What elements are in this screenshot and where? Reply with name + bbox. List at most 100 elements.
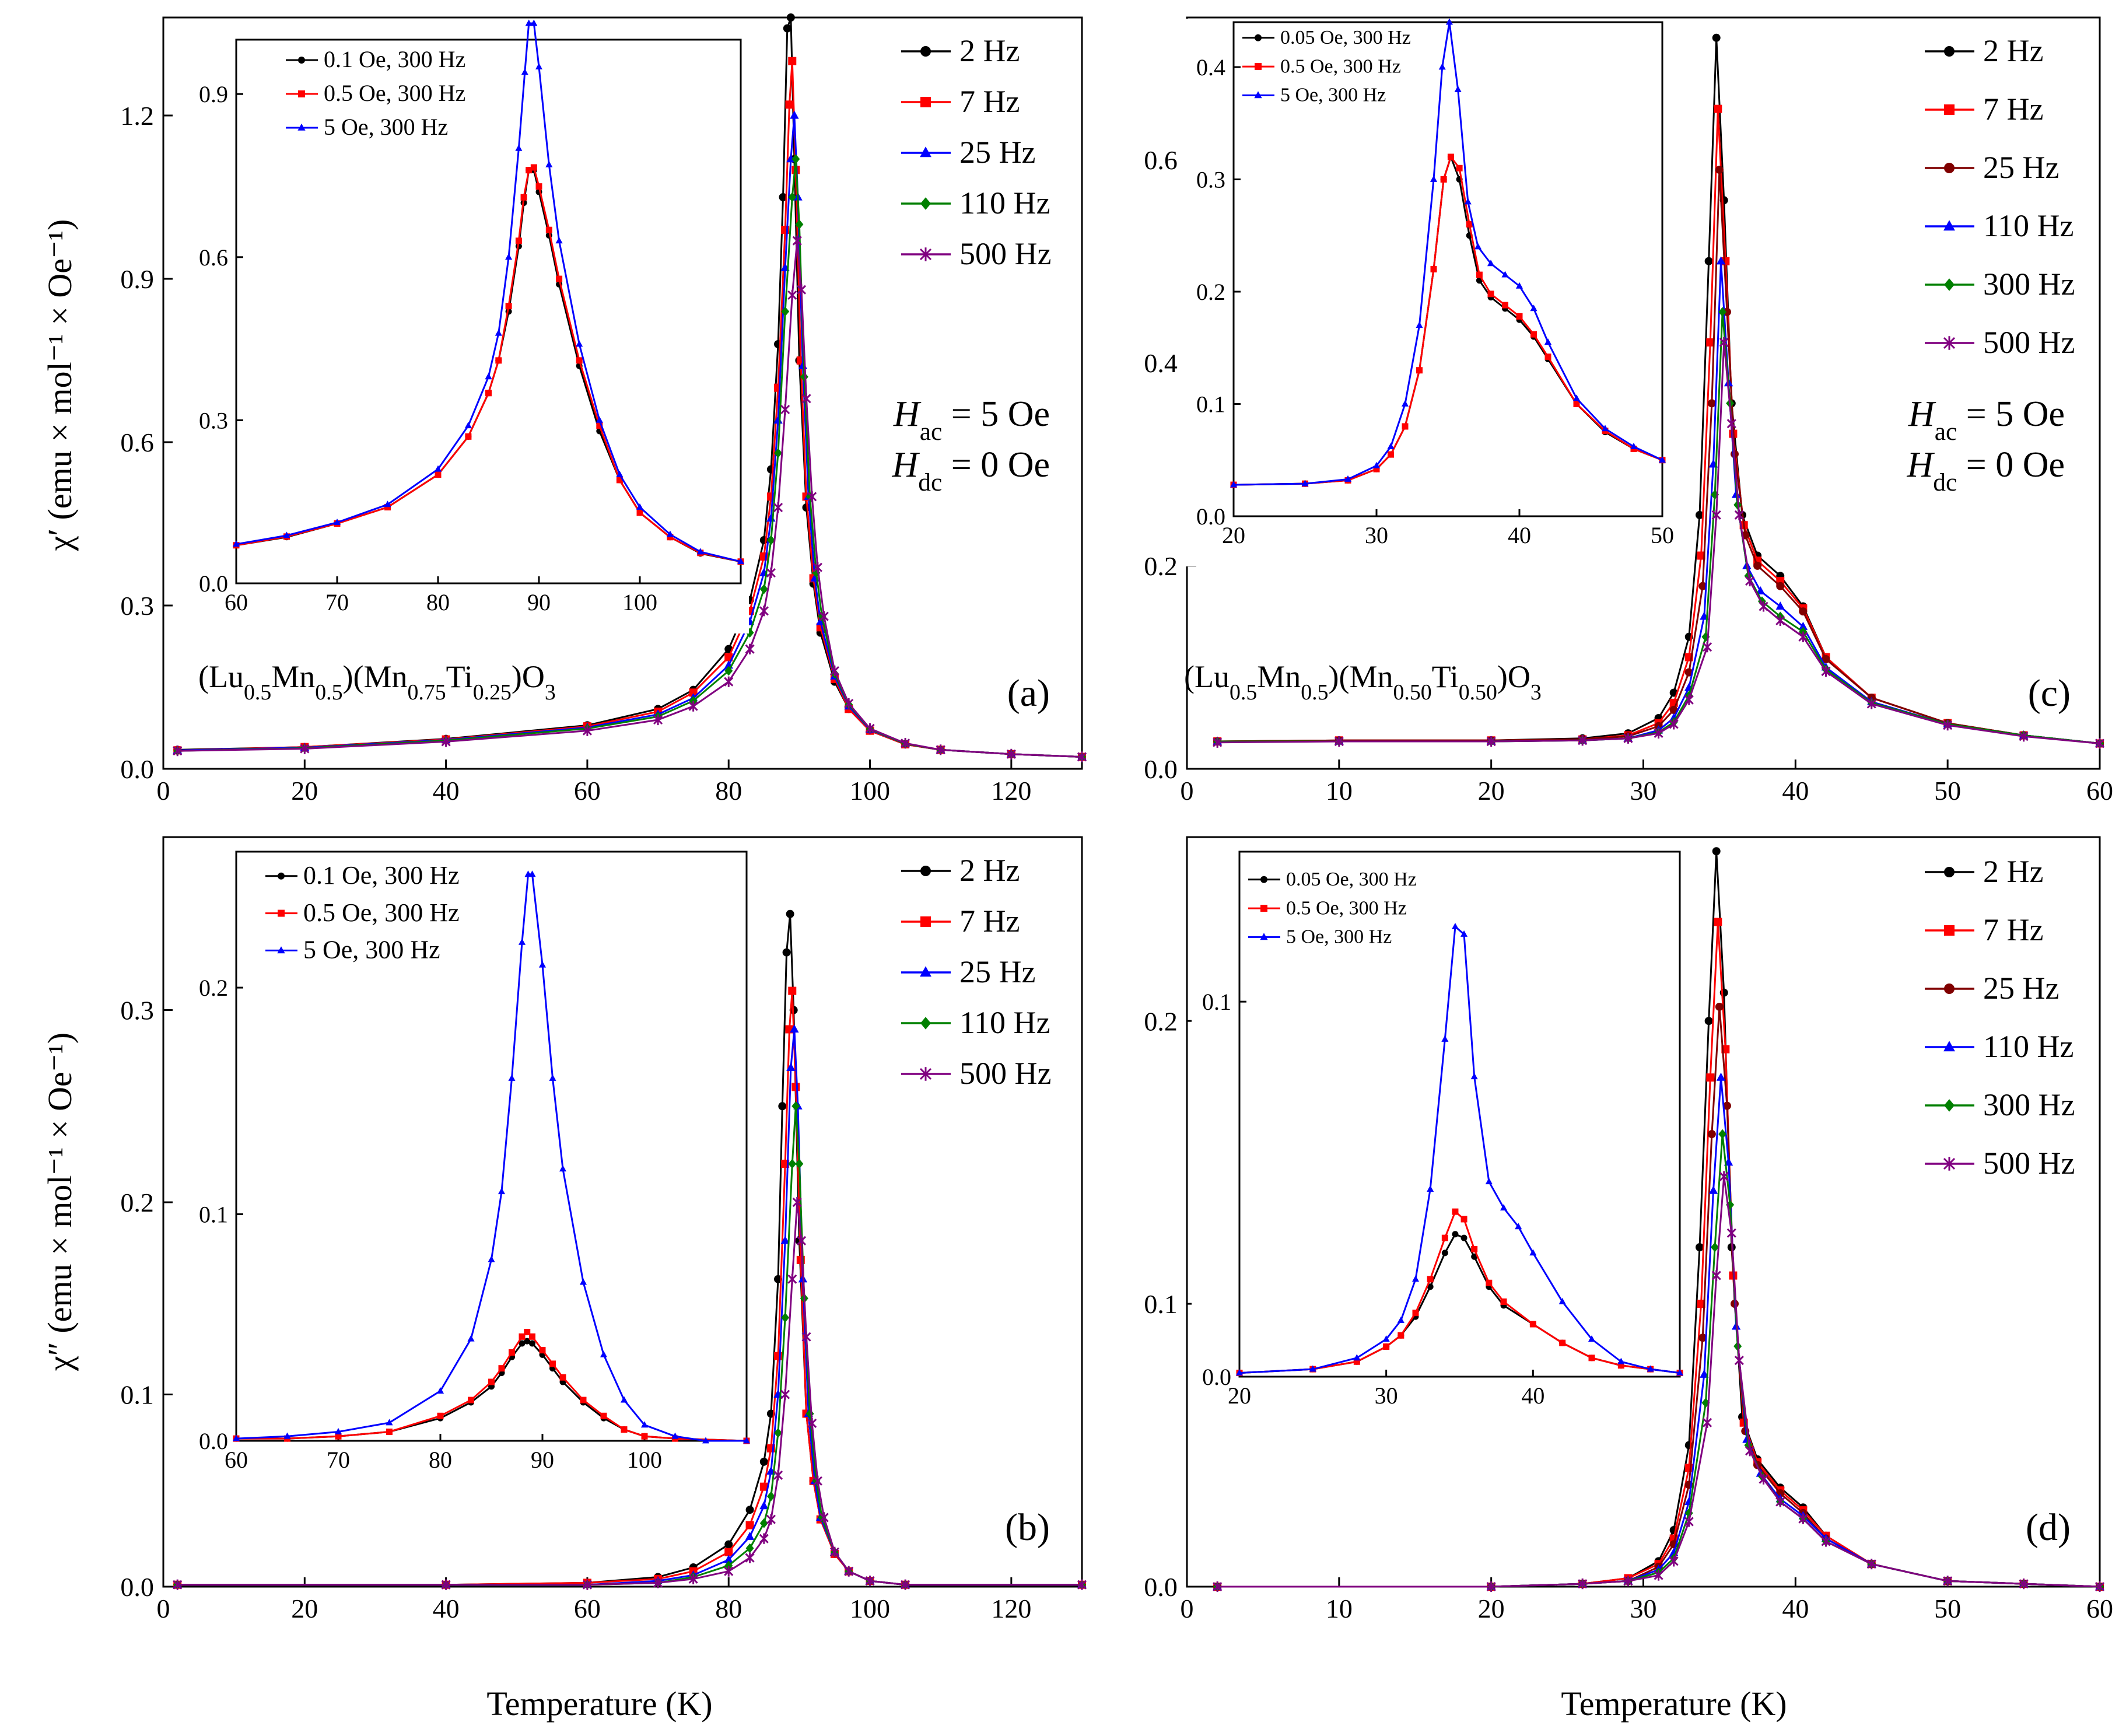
data-point bbox=[1572, 394, 1581, 401]
data-point bbox=[1430, 266, 1437, 272]
data-point bbox=[1704, 257, 1713, 265]
text-part: H bbox=[893, 394, 922, 434]
legend-label: 25 Hz bbox=[959, 135, 1035, 170]
inset-backdrop bbox=[1186, 19, 1670, 566]
x-tick-label: 40 bbox=[433, 1594, 460, 1623]
text-part: 0.50 bbox=[1459, 680, 1497, 705]
data-point bbox=[1943, 720, 1953, 731]
data-point bbox=[759, 606, 769, 617]
y-tick-label: 0.9 bbox=[120, 264, 154, 294]
x-tick-label: 50 bbox=[1934, 1594, 1961, 1623]
legend-entry: 110 Hz bbox=[901, 1005, 1050, 1040]
inset-c: 20 30 40 50 0.0 0.1 0.2 0.3 0.4 0.05 Oe, 300 Hz 0.… bbox=[1186, 18, 1674, 566]
legend-marker bbox=[919, 247, 932, 261]
data-point bbox=[1822, 655, 1830, 664]
data-point bbox=[1658, 456, 1666, 463]
data-point bbox=[1372, 461, 1381, 468]
legend-entry: 110 Hz bbox=[901, 186, 1050, 220]
data-point bbox=[556, 275, 563, 282]
data-point bbox=[1775, 1496, 1785, 1507]
data-point bbox=[829, 665, 840, 677]
data-point bbox=[1456, 164, 1463, 172]
legend-marker bbox=[920, 146, 931, 158]
data-point bbox=[1529, 1321, 1536, 1328]
data-point bbox=[1486, 1279, 1493, 1286]
legend-marker bbox=[278, 909, 285, 917]
data-point bbox=[1382, 1335, 1390, 1342]
legend-label: 2 Hz bbox=[1983, 854, 2043, 889]
data-point bbox=[901, 738, 910, 749]
y-tick-label: 0.3 bbox=[1196, 167, 1225, 193]
legend-entry: 25 Hz bbox=[1925, 150, 2059, 185]
data-point bbox=[1654, 727, 1663, 739]
text-part: = 5 Oe bbox=[942, 394, 1050, 434]
text-part: = 0 Oe bbox=[1957, 445, 2065, 485]
data-point bbox=[505, 303, 512, 310]
data-point bbox=[1515, 1223, 1522, 1230]
text-part: ac bbox=[1935, 418, 1957, 446]
inset-legend-label: 0.05 Oe, 300 Hz bbox=[1280, 27, 1411, 48]
data-point bbox=[1440, 176, 1447, 183]
data-point bbox=[1630, 443, 1638, 450]
inset-legend-label: 0.5 Oe, 300 Hz bbox=[303, 898, 460, 927]
data-point bbox=[667, 534, 674, 541]
data-point bbox=[790, 110, 799, 119]
legend-entry: 25 Hz bbox=[1925, 971, 2059, 1006]
data-point bbox=[582, 725, 592, 736]
legend-marker bbox=[1944, 104, 1955, 115]
data-point bbox=[582, 1579, 592, 1590]
legend-marker bbox=[920, 46, 931, 57]
data-point bbox=[435, 471, 442, 478]
data-point bbox=[545, 226, 552, 233]
data-point bbox=[1718, 307, 1727, 317]
data-point bbox=[787, 1273, 797, 1284]
inset-legend-entry: 0.1 Oe, 300 Hz bbox=[265, 861, 460, 890]
data-point bbox=[521, 68, 528, 75]
x-tick-label: 50 bbox=[1934, 776, 1961, 806]
legend-label: 500 Hz bbox=[1983, 325, 2075, 360]
x-tick-label: 60 bbox=[574, 1594, 601, 1623]
data-point bbox=[1301, 480, 1309, 487]
text-part: = 5 Oe bbox=[1957, 394, 2065, 434]
data-point bbox=[488, 1378, 495, 1385]
data-point bbox=[1588, 1354, 1595, 1362]
data-point bbox=[1486, 736, 1496, 747]
text-part: )O bbox=[512, 659, 545, 694]
data-point bbox=[386, 1419, 393, 1426]
text-part: dc bbox=[1933, 468, 1957, 496]
legend-entry: 300 Hz bbox=[1925, 267, 2075, 302]
legend-marker bbox=[1944, 163, 1955, 173]
data-point bbox=[1706, 338, 1715, 346]
data-point bbox=[526, 167, 533, 174]
data-point bbox=[1430, 175, 1438, 182]
x-tick-label: 80 bbox=[429, 1447, 452, 1473]
legend-marker bbox=[1260, 933, 1268, 940]
data-point bbox=[173, 1579, 183, 1590]
data-point bbox=[495, 357, 502, 364]
data-point bbox=[1397, 1316, 1405, 1323]
x-tick-label: 90 bbox=[527, 589, 551, 615]
data-point bbox=[812, 1475, 822, 1486]
legend-label: 2 Hz bbox=[1983, 33, 2043, 68]
text-part: ac bbox=[920, 418, 943, 446]
data-point bbox=[434, 465, 442, 472]
data-point bbox=[1698, 1334, 1707, 1342]
data-point bbox=[742, 1437, 751, 1444]
data-point bbox=[1373, 466, 1380, 473]
data-point bbox=[788, 192, 797, 202]
data-point bbox=[1235, 1368, 1244, 1376]
data-point bbox=[844, 1566, 854, 1577]
data-point bbox=[1383, 1343, 1390, 1350]
data-point bbox=[1077, 1579, 1087, 1590]
data-point bbox=[774, 448, 783, 459]
data-point bbox=[518, 938, 526, 945]
panel-b: 0 20 40 60 80 100 120 0.0 0.1 0.2 0.3 60 70 80 90 100 0.… bbox=[120, 836, 1087, 1623]
data-point bbox=[759, 1501, 769, 1510]
data-point bbox=[1427, 1185, 1434, 1192]
inset-legend-label: 5 Oe, 300 Hz bbox=[1280, 85, 1386, 106]
data-point bbox=[620, 1396, 628, 1403]
compound-formula: (Lu0.5Mn0.5)(Mn0.50Ti0.50)O3 bbox=[1184, 659, 1542, 705]
data-point bbox=[1745, 1446, 1755, 1457]
y-tick-label: 1.2 bbox=[120, 101, 154, 131]
data-point bbox=[1726, 1227, 1736, 1238]
